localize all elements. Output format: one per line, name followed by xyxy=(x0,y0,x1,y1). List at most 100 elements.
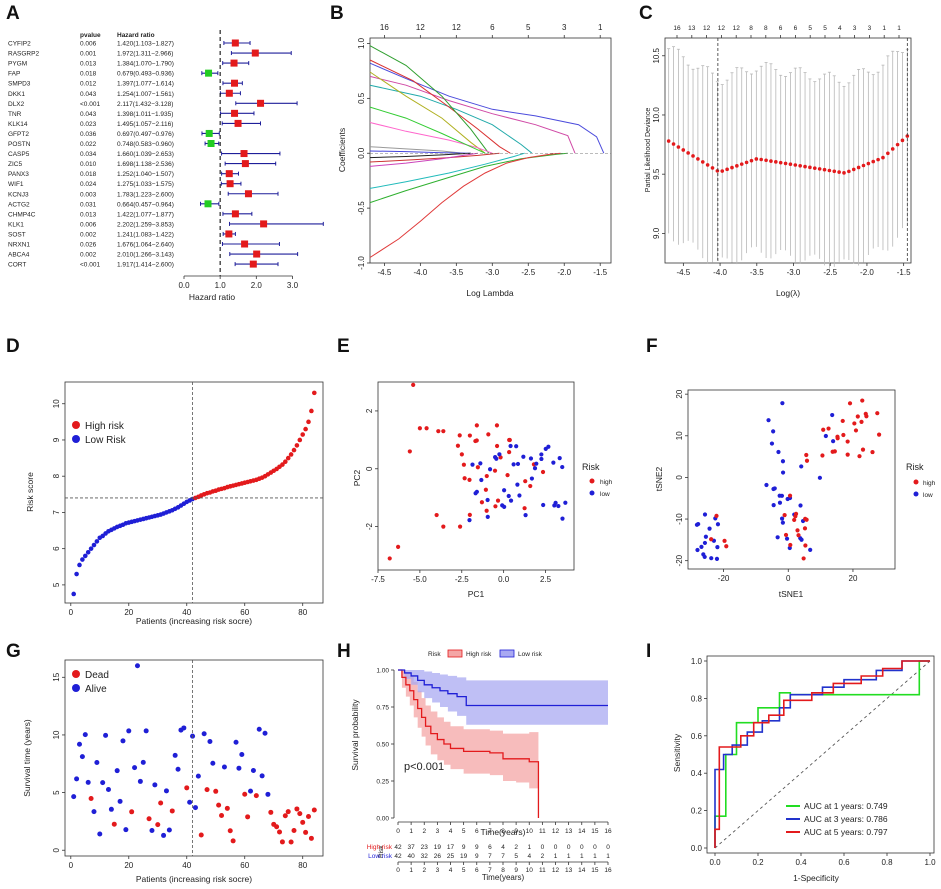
risk-x-tick-label: 60 xyxy=(240,608,249,617)
forest-gene-label: CHMP4C xyxy=(8,211,36,218)
forest-gene-label: FAP xyxy=(8,71,20,78)
forest-xlabel: Hazard ratio xyxy=(189,292,236,302)
coef-top-tick-label: 6 xyxy=(490,23,495,32)
status-point-alive xyxy=(195,773,201,779)
km-x-tick-label: 8 xyxy=(501,828,505,835)
tsne-point-low xyxy=(699,544,704,549)
legend-low-marker xyxy=(913,491,919,497)
tsne-point-high xyxy=(804,452,809,458)
risk-table-tick-label: 2 xyxy=(422,867,426,874)
status-point-alive xyxy=(152,782,158,788)
panel-label-g: G xyxy=(6,641,21,662)
cv-mean-point xyxy=(822,167,827,172)
risk-table-count: 23 xyxy=(421,844,429,851)
risk-table-tick-label: 3 xyxy=(436,867,440,874)
km-x-tick-label: 6 xyxy=(475,828,479,835)
tsne-y-tick-label: -20 xyxy=(675,554,684,566)
km-x-tick-label: 11 xyxy=(539,828,546,835)
tsne-point-low xyxy=(780,401,785,406)
tsne-point-high xyxy=(847,401,853,406)
pca-x-tick-label: -2.5 xyxy=(455,575,469,584)
pca-point-low xyxy=(502,504,507,509)
cv-top-tick-label: 8 xyxy=(749,25,753,32)
forest-hr-text: 2.010(1.266−3.143) xyxy=(117,252,174,259)
km-x-tick-label: 15 xyxy=(591,828,599,835)
cv-mean-point xyxy=(774,160,778,164)
status-point-dead xyxy=(198,832,204,838)
km-y-tick-label: 0.25 xyxy=(376,779,389,786)
pca-point-low xyxy=(506,493,511,499)
risk-table-count: 6 xyxy=(488,844,492,851)
risk-y-tick-label: 10 xyxy=(52,399,61,408)
pca-point-high xyxy=(479,500,485,505)
panel-h-kaplan-meier: Risk High risk Low risk Time(years) Surv… xyxy=(350,649,612,882)
status-x-tick-label: 60 xyxy=(240,861,249,870)
panel-label-f: F xyxy=(646,336,658,357)
status-point-alive xyxy=(132,765,138,771)
roc-x-tick-label: 0.4 xyxy=(795,858,807,867)
tsne-point-high xyxy=(802,526,808,531)
km-x-tick-label: 12 xyxy=(552,828,560,835)
risk-table-tick-label: 8 xyxy=(501,867,505,874)
tsne-point-high xyxy=(841,432,846,438)
tsne-point-high xyxy=(801,556,806,561)
status-point-dead xyxy=(274,824,280,830)
risk-table-count: 9 xyxy=(462,844,466,851)
status-y-tick-label: 15 xyxy=(52,672,61,681)
forest-hr-text: 2.117(1.432−3.128) xyxy=(117,101,173,108)
pca-y-tick-label: 2 xyxy=(365,408,374,413)
status-point-alive xyxy=(259,773,265,779)
forest-hr-text: 1.698(1.138−2.536) xyxy=(117,161,174,168)
axis-xlabel: Log(λ) xyxy=(776,288,800,298)
forest-gene-label: POSTN xyxy=(8,141,31,148)
risk-table-tick-label: 13 xyxy=(565,867,573,874)
tsne-point-high xyxy=(793,514,798,519)
pca-point-high xyxy=(540,469,546,475)
status-point-alive xyxy=(201,731,207,737)
cv-x-tick-label: -4.5 xyxy=(676,268,690,277)
status-point-dead xyxy=(146,816,152,822)
status-point-dead xyxy=(300,819,306,825)
pca-y-tick-label: -2 xyxy=(365,523,374,531)
legend-3y-label: AUC at 3 years: 0.786 xyxy=(804,814,888,824)
forest-pvalue: 0.043 xyxy=(80,111,97,118)
km-x-tick-label: 9 xyxy=(514,828,518,835)
risk-table-tick-label: 11 xyxy=(539,867,546,874)
tsne-point-low xyxy=(764,482,769,488)
status-point-alive xyxy=(221,764,227,770)
tsne-y-tick-label: 0 xyxy=(675,475,684,480)
risk-table-tick-label: 6 xyxy=(475,867,479,874)
status-point-alive xyxy=(256,726,262,732)
risk-y-tick-label: 5 xyxy=(52,582,61,587)
forest-pvalue: 0.036 xyxy=(80,131,97,138)
forest-pvalue: 0.026 xyxy=(80,242,97,249)
status-point-alive xyxy=(233,739,239,745)
coef-path-g5 xyxy=(369,45,490,154)
pca-point-low xyxy=(528,456,534,461)
pca-point-high xyxy=(484,508,489,513)
status-point-alive xyxy=(161,832,167,838)
forest-hr-text: 0.697(0.497−0.976) xyxy=(117,131,174,138)
panel-label-c: C xyxy=(639,3,653,24)
km-y-tick-label: 0.00 xyxy=(376,816,389,823)
roc-x-tick-label: 0.6 xyxy=(838,858,850,867)
cv-mean-point xyxy=(769,159,773,163)
axis-xlabel: Time(years) xyxy=(480,827,525,837)
tsne-point-low xyxy=(785,496,790,502)
risk-table-count: 37 xyxy=(408,844,416,851)
forest-hr-marker xyxy=(230,59,238,67)
plot-frame xyxy=(64,381,324,604)
axis-ylabel: Survival probability xyxy=(350,699,360,771)
pca-x-tick-label: 0.0 xyxy=(498,575,510,584)
status-x-tick-label: 40 xyxy=(182,861,191,870)
axis-ylabel: Partial Likelihood Deviance xyxy=(645,108,652,193)
pca-point-high xyxy=(484,473,489,479)
tsne-point-high xyxy=(782,513,787,518)
panel-label-b: B xyxy=(330,3,344,24)
risk-table-count: 1 xyxy=(567,853,571,860)
status-point-alive xyxy=(100,780,106,786)
legend-low-label: Low Risk xyxy=(85,435,127,446)
pca-point-high xyxy=(492,468,498,473)
risk-point-high xyxy=(306,419,311,425)
tsne-point-high xyxy=(845,439,850,444)
